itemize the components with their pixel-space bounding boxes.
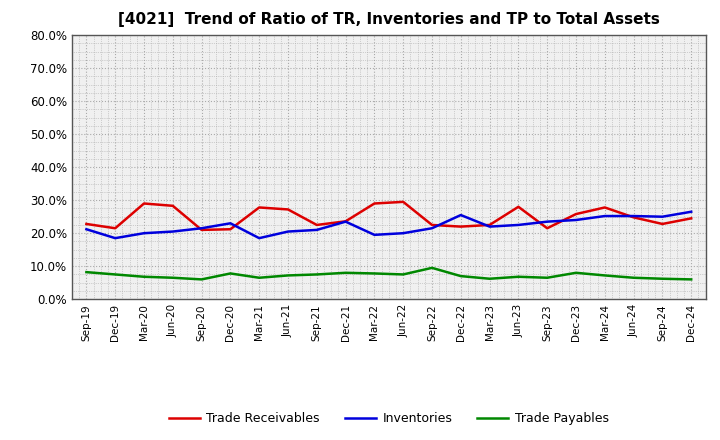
Inventories	[485, 224, 494, 229]
Trade Receivables	[428, 222, 436, 227]
Trade Receivables	[255, 205, 264, 210]
Trade Payables	[456, 274, 465, 279]
Trade Payables	[226, 271, 235, 276]
Trade Payables	[658, 276, 667, 282]
Inventories	[658, 214, 667, 220]
Trade Receivables	[658, 221, 667, 227]
Inventories	[370, 232, 379, 238]
Inventories	[226, 221, 235, 226]
Inventories	[197, 226, 206, 231]
Line: Inventories: Inventories	[86, 212, 691, 238]
Trade Payables	[341, 270, 350, 275]
Trade Payables	[312, 272, 321, 277]
Inventories	[600, 213, 609, 219]
Inventories	[399, 231, 408, 236]
Trade Payables	[600, 273, 609, 278]
Trade Payables	[543, 275, 552, 280]
Trade Receivables	[370, 201, 379, 206]
Trade Payables	[629, 275, 638, 280]
Trade Receivables	[514, 204, 523, 209]
Trade Payables	[514, 274, 523, 279]
Inventories	[284, 229, 292, 234]
Trade Receivables	[456, 224, 465, 229]
Line: Trade Payables: Trade Payables	[86, 268, 691, 279]
Trade Payables	[572, 270, 580, 275]
Legend: Trade Receivables, Inventories, Trade Payables: Trade Receivables, Inventories, Trade Pa…	[164, 407, 613, 430]
Inventories	[82, 227, 91, 232]
Inventories	[140, 231, 148, 236]
Trade Payables	[687, 277, 696, 282]
Trade Receivables	[629, 215, 638, 220]
Inventories	[572, 217, 580, 223]
Trade Payables	[82, 269, 91, 275]
Trade Payables	[485, 276, 494, 282]
Inventories	[111, 235, 120, 241]
Trade Payables	[111, 272, 120, 277]
Inventories	[428, 226, 436, 231]
Trade Receivables	[82, 221, 91, 227]
Inventories	[168, 229, 177, 234]
Inventories	[687, 209, 696, 214]
Trade Payables	[370, 271, 379, 276]
Trade Payables	[428, 265, 436, 271]
Inventories	[514, 222, 523, 227]
Trade Receivables	[312, 222, 321, 227]
Trade Payables	[255, 275, 264, 280]
Trade Receivables	[600, 205, 609, 210]
Trade Payables	[399, 272, 408, 277]
Inventories	[543, 219, 552, 224]
Trade Receivables	[543, 226, 552, 231]
Trade Receivables	[140, 201, 148, 206]
Trade Receivables	[284, 207, 292, 212]
Trade Receivables	[687, 216, 696, 221]
Trade Payables	[140, 274, 148, 279]
Trade Receivables	[226, 227, 235, 232]
Inventories	[456, 213, 465, 218]
Inventories	[341, 219, 350, 224]
Trade Receivables	[197, 227, 206, 232]
Trade Payables	[284, 273, 292, 278]
Trade Receivables	[341, 219, 350, 224]
Trade Receivables	[485, 222, 494, 227]
Trade Receivables	[399, 199, 408, 205]
Title: [4021]  Trend of Ratio of TR, Inventories and TP to Total Assets: [4021] Trend of Ratio of TR, Inventories…	[118, 12, 660, 27]
Inventories	[255, 235, 264, 241]
Inventories	[629, 213, 638, 219]
Trade Receivables	[572, 212, 580, 217]
Trade Payables	[197, 277, 206, 282]
Trade Receivables	[168, 203, 177, 209]
Trade Payables	[168, 275, 177, 280]
Trade Receivables	[111, 226, 120, 231]
Inventories	[312, 227, 321, 232]
Line: Trade Receivables: Trade Receivables	[86, 202, 691, 230]
